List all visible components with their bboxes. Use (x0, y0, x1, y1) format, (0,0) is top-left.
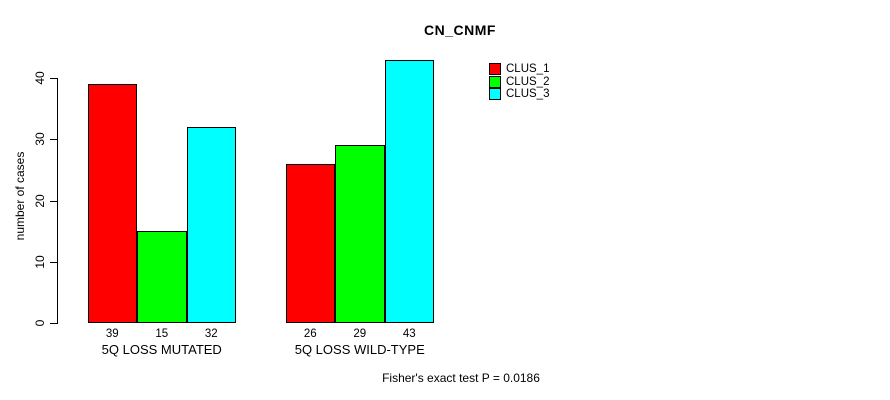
y-axis-tick-label: 40 (33, 71, 47, 85)
bar-value-label: 39 (105, 328, 119, 340)
bar-value-label: 43 (402, 328, 416, 340)
legend-label: CLUS_3 (506, 88, 550, 101)
y-axis-tick (50, 200, 57, 202)
chart-title: CN_CNMF (424, 22, 496, 38)
legend-label: CLUS_1 (506, 63, 550, 76)
bar-value-label: 26 (303, 328, 317, 340)
y-axis-tick (50, 78, 57, 79)
y-axis-tick-label: 20 (33, 193, 47, 208)
fisher-test-note: Fisher's exact test P = 0.0186 (382, 371, 540, 385)
legend-swatch-clus_2 (489, 75, 501, 88)
legend: CLUS_1 CLUS_2 CLUS_3 (489, 63, 549, 101)
bar-clus_3-group1 (186, 127, 236, 323)
y-axis-tick-label: 0 (33, 319, 47, 327)
y-axis-tick-label: 10 (33, 255, 47, 269)
bar-clus_2-group2 (335, 145, 385, 323)
bar-value-label: 15 (155, 328, 169, 340)
legend-swatch-clus_3 (489, 88, 501, 101)
y-axis-title: number of cases (13, 151, 27, 241)
y-axis-line (57, 78, 58, 324)
y-axis-tick (50, 323, 57, 324)
bar-value-label: 29 (353, 328, 367, 340)
y-axis-tick (50, 261, 57, 263)
y-axis-tick (50, 139, 57, 141)
bar-value-label: 32 (204, 328, 218, 340)
bar-clus_1-group1 (87, 84, 137, 323)
x-category-label: 5Q LOSS MUTATED (101, 342, 222, 357)
y-axis-tick-label: 30 (33, 132, 47, 146)
legend-row-clus_2: CLUS_2 (489, 75, 550, 89)
bar-clus_1-group2 (285, 163, 335, 323)
bar-clus_3-group2 (384, 59, 434, 323)
legend-label: CLUS_2 (506, 75, 550, 88)
bar-clus_2-group1 (137, 231, 187, 323)
x-category-label: 5Q LOSS WILD-TYPE (294, 342, 425, 357)
legend-swatch-clus_1 (489, 63, 501, 76)
legend-row-clus_3: CLUS_3 (489, 88, 549, 101)
legend-row-clus_1: CLUS_1 (489, 63, 549, 76)
